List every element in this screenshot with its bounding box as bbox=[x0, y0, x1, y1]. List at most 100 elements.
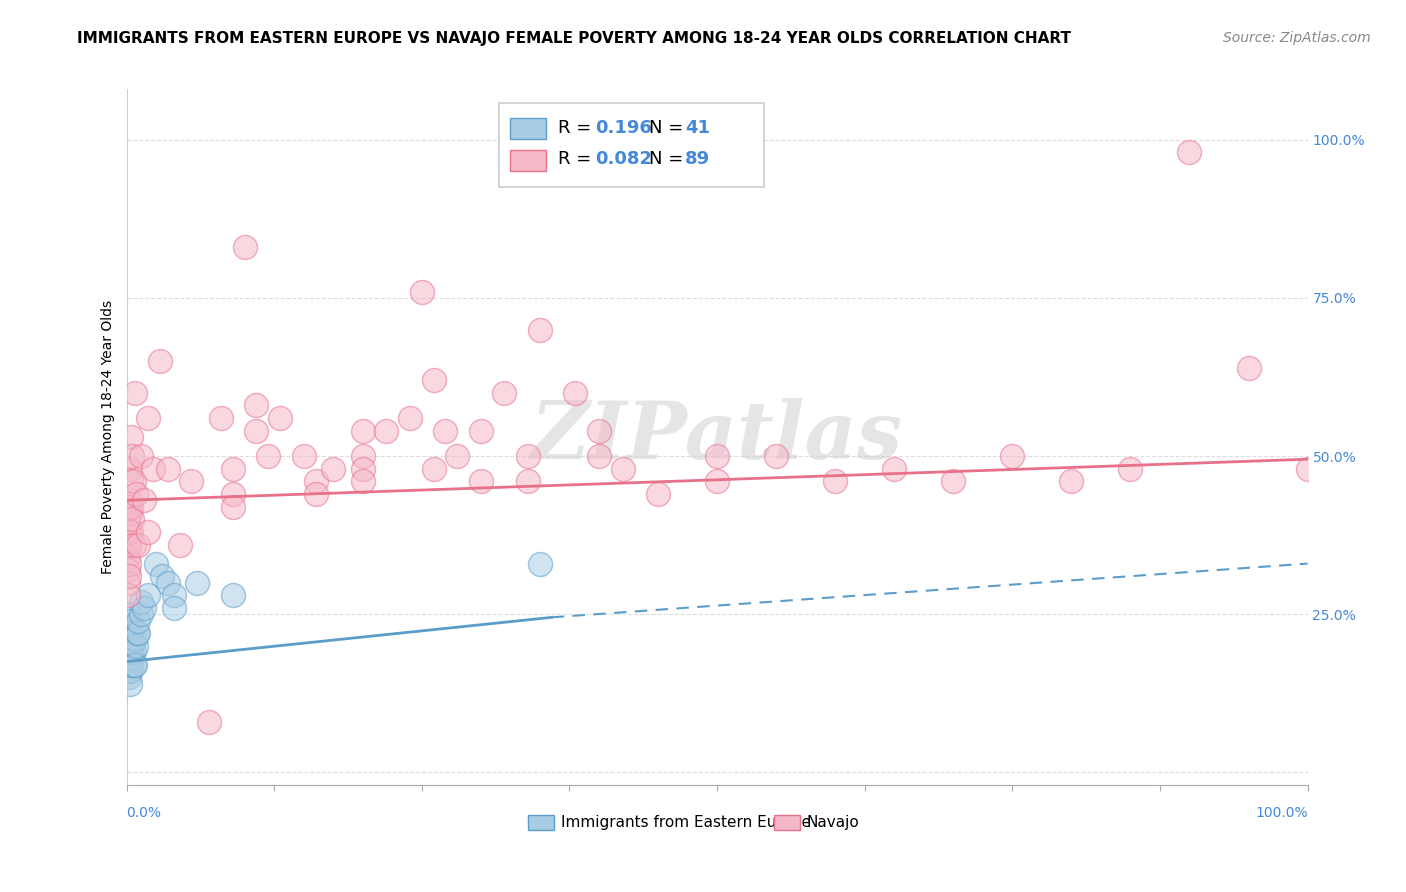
Point bbox=[257, 449, 280, 463]
Point bbox=[245, 424, 267, 438]
Text: 0.196: 0.196 bbox=[595, 120, 652, 137]
Point bbox=[117, 563, 139, 577]
Point bbox=[118, 620, 141, 634]
Point bbox=[118, 524, 141, 539]
Point bbox=[120, 626, 142, 640]
Point bbox=[134, 493, 156, 508]
Point bbox=[118, 632, 141, 647]
Point bbox=[304, 475, 326, 489]
Point bbox=[120, 506, 142, 520]
Point bbox=[375, 424, 398, 438]
Bar bbox=[510, 119, 546, 139]
Text: 0.082: 0.082 bbox=[595, 151, 652, 169]
Point bbox=[612, 461, 634, 475]
Point bbox=[125, 639, 148, 653]
Point bbox=[120, 639, 142, 653]
Point bbox=[118, 645, 141, 659]
Bar bbox=[529, 815, 554, 830]
Point bbox=[222, 588, 245, 602]
Point bbox=[136, 588, 159, 602]
Point bbox=[1178, 145, 1201, 160]
Point bbox=[117, 550, 139, 565]
Point bbox=[120, 664, 142, 678]
Point bbox=[269, 411, 291, 425]
Point bbox=[117, 664, 139, 678]
Point bbox=[117, 651, 139, 665]
Point bbox=[883, 461, 905, 475]
Point bbox=[588, 424, 610, 438]
Point bbox=[564, 385, 586, 400]
Point bbox=[222, 487, 245, 501]
Point bbox=[1237, 360, 1260, 375]
Point bbox=[517, 475, 540, 489]
Point bbox=[352, 475, 374, 489]
Point bbox=[120, 430, 142, 444]
Point bbox=[824, 475, 846, 489]
Text: Navajo: Navajo bbox=[807, 815, 859, 830]
Text: N =: N = bbox=[648, 151, 689, 169]
Point bbox=[1060, 475, 1083, 489]
Point bbox=[118, 607, 141, 622]
Point bbox=[117, 538, 139, 552]
Point bbox=[1296, 461, 1319, 475]
Y-axis label: Female Poverty Among 18-24 Year Olds: Female Poverty Among 18-24 Year Olds bbox=[101, 300, 115, 574]
Point bbox=[145, 557, 167, 571]
Point bbox=[186, 575, 208, 590]
Point bbox=[136, 524, 159, 539]
Point bbox=[127, 626, 149, 640]
Point bbox=[156, 461, 179, 475]
Point bbox=[304, 487, 326, 501]
Point bbox=[434, 424, 457, 438]
Point bbox=[120, 500, 142, 514]
Text: 100.0%: 100.0% bbox=[1256, 805, 1308, 820]
Point bbox=[352, 461, 374, 475]
Bar bbox=[510, 150, 546, 170]
Text: R =: R = bbox=[558, 120, 596, 137]
Text: ZIPatlas: ZIPatlas bbox=[531, 399, 903, 475]
Point bbox=[245, 399, 267, 413]
Point bbox=[399, 411, 422, 425]
Point bbox=[117, 639, 139, 653]
Point bbox=[446, 449, 468, 463]
Point bbox=[470, 475, 492, 489]
Point bbox=[129, 449, 152, 463]
Point bbox=[120, 645, 142, 659]
Point bbox=[163, 600, 186, 615]
Point bbox=[120, 493, 142, 508]
Point bbox=[118, 569, 141, 583]
Point bbox=[118, 538, 141, 552]
Point bbox=[127, 626, 149, 640]
Point bbox=[292, 449, 315, 463]
Text: 0.0%: 0.0% bbox=[127, 805, 162, 820]
Point bbox=[120, 651, 142, 665]
Point bbox=[124, 657, 146, 672]
Point bbox=[134, 600, 156, 615]
Point bbox=[156, 575, 179, 590]
Point bbox=[118, 670, 141, 684]
Text: 41: 41 bbox=[685, 120, 710, 137]
Point bbox=[120, 657, 142, 672]
Point bbox=[222, 500, 245, 514]
Point bbox=[117, 512, 139, 526]
Point bbox=[141, 461, 163, 475]
Point bbox=[127, 614, 149, 628]
Point bbox=[198, 714, 221, 729]
Point bbox=[122, 475, 145, 489]
Point bbox=[136, 411, 159, 425]
Text: Source: ZipAtlas.com: Source: ZipAtlas.com bbox=[1223, 31, 1371, 45]
Point bbox=[233, 240, 256, 254]
Point bbox=[118, 557, 141, 571]
Point bbox=[121, 449, 143, 463]
Point bbox=[1119, 461, 1142, 475]
Point bbox=[129, 594, 152, 608]
Point bbox=[706, 449, 728, 463]
Point bbox=[129, 607, 152, 622]
Point bbox=[169, 538, 191, 552]
Point bbox=[121, 651, 143, 665]
Point bbox=[322, 461, 344, 475]
Point bbox=[942, 475, 965, 489]
Point bbox=[494, 385, 516, 400]
Point bbox=[117, 588, 139, 602]
Point bbox=[352, 449, 374, 463]
Point bbox=[470, 424, 492, 438]
